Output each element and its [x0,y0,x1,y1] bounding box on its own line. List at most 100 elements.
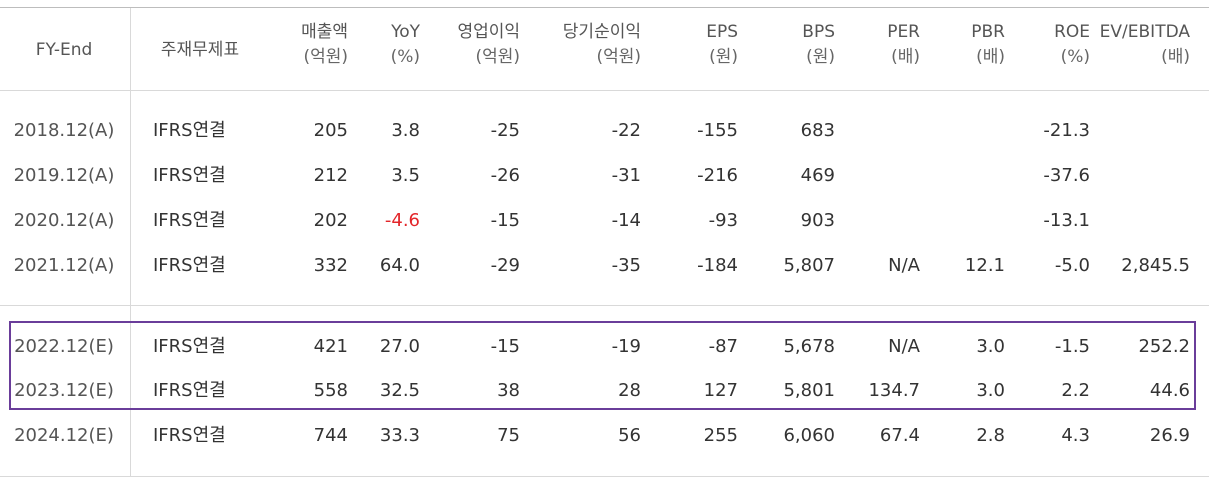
fy-end-cell: 2021.12(A) [13,255,115,276]
pbr-cell: 3.0 [976,380,1005,401]
eps-cell: -93 [708,210,738,231]
ev-ebitda-cell [1095,161,1190,191]
eps-cell: -184 [697,255,738,276]
pbr-cell: 3.0 [976,336,1005,357]
bps-cell: 5,801 [783,380,835,401]
table-row: 2019.12(A) IFRS연결 212 3.5 -26 -31 -216 4… [0,161,1209,191]
pbr-cell: 2.8 [976,425,1005,446]
account-cell: IFRS연결 [153,120,226,141]
pbr-cell [925,206,1005,236]
pbr-cell: 12.1 [964,255,1005,276]
bps-cell: 683 [800,120,835,141]
fy-end-cell: 2024.12(E) [14,425,114,446]
header-per: PER (배) [840,20,920,80]
pbr-cell [925,161,1005,191]
header-yoy-unit: (%) [390,47,420,67]
ev-ebitda-cell: 44.6 [1149,380,1190,401]
eps-cell: -155 [697,120,738,141]
table-top-border [0,7,1209,8]
header-account: 주재무제표 [150,20,250,80]
per-cell [840,161,920,191]
account-cell: IFRS연결 [153,336,226,357]
header-eps: EPS (원) [650,20,738,80]
table-row: 2024.12(E) IFRS연결 744 33.3 75 56 255 6,0… [0,421,1209,451]
roe-cell: -21.3 [1043,120,1090,141]
net-income-cell: -31 [611,165,641,186]
ev-ebitda-cell: 26.9 [1149,425,1190,446]
table-row: 2020.12(A) IFRS연결 202 -4.6 -15 -14 -93 9… [0,206,1209,236]
header-per-unit: (배) [891,47,920,67]
per-cell: N/A [888,255,920,276]
header-eps-label: EPS [706,22,738,42]
header-eps-unit: (원) [709,47,738,67]
per-cell: 134.7 [868,380,920,401]
account-cell: IFRS연결 [153,255,226,276]
header-bps-unit: (원) [806,47,835,67]
yoy-cell: 27.0 [379,336,420,357]
sales-cell: 558 [313,380,348,401]
bps-cell: 6,060 [783,425,835,446]
eps-cell: 255 [703,425,738,446]
bps-cell: 469 [800,165,835,186]
sales-cell: 205 [313,120,348,141]
header-fy-end-label: FY-End [35,39,93,60]
header-net-income: 당기순이익 (억원) [520,20,641,80]
per-cell: 67.4 [879,425,920,446]
account-cell: IFRS연결 [153,210,226,231]
fy-end-cell: 2019.12(A) [13,165,115,186]
ev-ebitda-cell: 2,845.5 [1121,255,1190,276]
sales-cell: 744 [313,425,348,446]
bps-cell: 903 [800,210,835,231]
sales-cell: 421 [313,336,348,357]
table-header-row: FY-End 주재무제표 매출액 (억원) YoY (%) 영업이익 (억원) … [0,20,1209,80]
per-cell [840,116,920,146]
net-income-cell: -22 [611,120,641,141]
eps-cell: -87 [708,336,738,357]
account-cell: IFRS연결 [153,425,226,446]
net-income-cell: 28 [618,380,641,401]
net-income-cell: -14 [611,210,641,231]
yoy-cell: 32.5 [379,380,420,401]
ev-ebitda-cell [1095,116,1190,146]
header-divider [0,90,1209,91]
operating-profit-cell: -29 [490,255,520,276]
header-roe-unit: (%) [1060,47,1090,67]
header-roe: ROE (%) [1010,20,1090,80]
fy-end-cell: 2023.12(E) [14,380,114,401]
fy-column-divider [130,8,131,476]
header-bps-label: BPS [802,22,835,42]
eps-cell: 127 [703,380,738,401]
header-fy-end: FY-End [0,20,128,80]
header-account-label: 주재무제표 [160,39,240,60]
header-net-income-unit: (억원) [596,47,641,67]
yoy-cell: 3.5 [391,165,420,186]
highlight-box [9,321,1196,410]
yoy-cell: 3.8 [391,120,420,141]
header-net-income-label: 당기순이익 [562,22,641,42]
sales-cell: 212 [313,165,348,186]
fy-end-cell: 2018.12(A) [13,120,115,141]
bps-cell: 5,678 [783,336,835,357]
operating-profit-cell: 75 [497,425,520,446]
operating-profit-cell: -25 [490,120,520,141]
table-row: 2018.12(A) IFRS연결 205 3.8 -25 -22 -155 6… [0,116,1209,146]
account-cell: IFRS연결 [153,165,226,186]
header-sales-unit: (억원) [303,47,348,67]
roe-cell: -1.5 [1054,336,1090,357]
table-bottom-border [0,476,1209,477]
per-cell: N/A [888,336,920,357]
ev-ebitda-cell: 252.2 [1138,336,1190,357]
roe-cell: 4.3 [1061,425,1090,446]
pbr-cell [925,116,1005,146]
header-operating-profit-unit: (억원) [475,47,520,67]
header-ev-ebitda: EV/EBITDA (배) [1095,20,1190,80]
roe-cell: -5.0 [1054,255,1090,276]
header-sales: 매출액 (억원) [260,20,348,80]
operating-profit-cell: -26 [490,165,520,186]
header-bps: BPS (원) [745,20,835,80]
header-yoy-label: YoY [391,22,420,42]
sales-cell: 332 [313,255,348,276]
actual-estimate-divider [0,305,1209,306]
header-pbr-label: PBR [971,22,1005,42]
